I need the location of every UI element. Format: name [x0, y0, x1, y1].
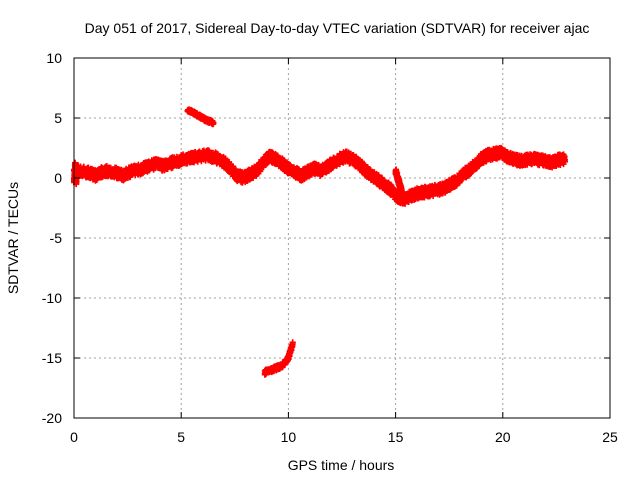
x-tick-label: 25	[602, 429, 618, 445]
y-tick-label: -15	[42, 350, 62, 366]
chart-title: Day 051 of 2017, Sidereal Day-to-day VTE…	[85, 20, 590, 36]
x-tick-label: 15	[388, 429, 404, 445]
grid-lines	[74, 58, 610, 418]
y-tick-label: 10	[46, 50, 62, 66]
x-tick-label: 20	[495, 429, 511, 445]
y-tick-label: -10	[42, 290, 62, 306]
y-tick-label: 0	[54, 170, 62, 186]
y-tick-label: -5	[50, 230, 63, 246]
x-tick-label: 0	[70, 429, 78, 445]
x-tick-label: 5	[177, 429, 185, 445]
y-tick-label: 5	[54, 110, 62, 126]
x-axis-label: GPS time / hours	[288, 457, 395, 473]
x-tick-label: 10	[281, 429, 297, 445]
y-axis-label: SDTVAR / TECUs	[5, 182, 21, 294]
data-markers	[71, 106, 568, 378]
y-tick-label: -20	[42, 410, 62, 426]
